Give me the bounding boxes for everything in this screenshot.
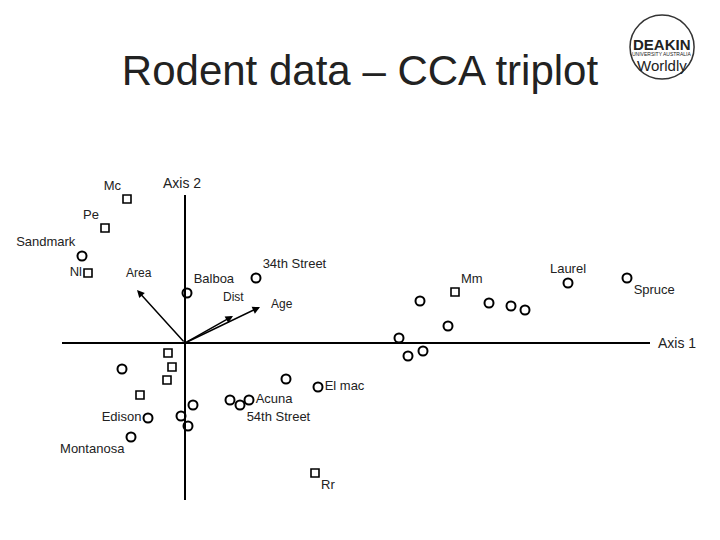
svg-text:Nl: Nl xyxy=(70,264,82,279)
svg-text:Mc: Mc xyxy=(104,178,122,193)
svg-text:Rodent data – CCA triplot: Rodent data – CCA triplot xyxy=(122,47,599,94)
svg-text:Dist: Dist xyxy=(223,290,244,304)
svg-text:Acuna: Acuna xyxy=(256,391,294,406)
svg-text:Worldly: Worldly xyxy=(637,57,687,74)
svg-text:Sandmark: Sandmark xyxy=(16,234,76,249)
svg-text:UNIVERSITY AUSTRALIA: UNIVERSITY AUSTRALIA xyxy=(632,51,691,57)
svg-text:Pe: Pe xyxy=(83,207,99,222)
svg-text:Edison: Edison xyxy=(102,409,142,424)
svg-text:El mac: El mac xyxy=(325,378,365,393)
svg-text:Spruce: Spruce xyxy=(634,282,675,297)
svg-text:Balboa: Balboa xyxy=(194,271,235,286)
svg-text:DEAKIN: DEAKIN xyxy=(633,36,691,53)
svg-text:Axis 1: Axis 1 xyxy=(658,335,696,351)
svg-text:54th Street: 54th Street xyxy=(247,409,311,424)
svg-text:Axis 2: Axis 2 xyxy=(163,175,201,191)
svg-text:Age: Age xyxy=(271,297,293,311)
svg-text:Mm: Mm xyxy=(461,271,483,286)
svg-text:Rr: Rr xyxy=(321,477,335,492)
svg-text:Montanosa: Montanosa xyxy=(60,441,125,456)
svg-text:34th Street: 34th Street xyxy=(263,256,327,271)
svg-text:Area: Area xyxy=(126,266,152,280)
svg-text:Laurel: Laurel xyxy=(550,261,586,276)
